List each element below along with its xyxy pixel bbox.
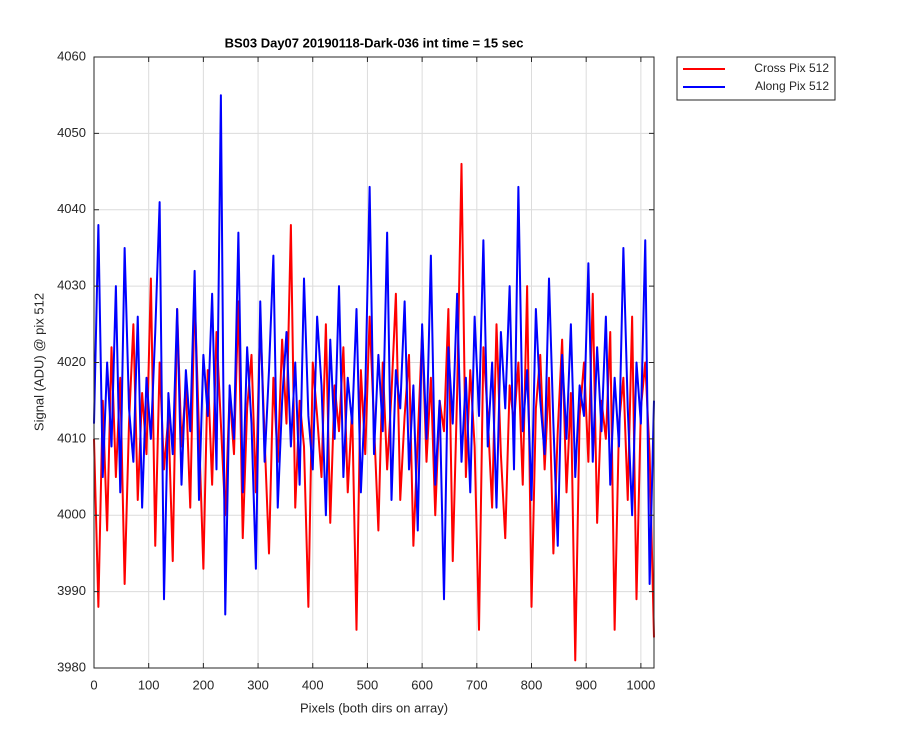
x-tick-label: 500 xyxy=(357,677,379,692)
y-tick-label: 3980 xyxy=(57,659,86,674)
series-line xyxy=(93,94,655,616)
x-tick-label: 900 xyxy=(575,677,597,692)
chart-title: BS03 Day07 20190118-Dark-036 int time = … xyxy=(225,35,524,50)
x-tick-label: 0 xyxy=(90,677,97,692)
x-tick-label: 800 xyxy=(521,677,543,692)
y-tick-label: 4040 xyxy=(57,201,86,216)
x-tick-label: 700 xyxy=(466,677,488,692)
x-tick-label: 400 xyxy=(302,677,324,692)
y-tick-label: 3990 xyxy=(57,583,86,598)
y-tick-label: 4000 xyxy=(57,507,86,522)
x-tick-label: 300 xyxy=(247,677,269,692)
y-tick-label: 4010 xyxy=(57,430,86,445)
x-tick-label: 100 xyxy=(138,677,160,692)
y-axis-label: Signal (ADU) @ pix 512 xyxy=(31,293,46,431)
legend-label: Along Pix 512 xyxy=(755,79,829,93)
x-tick-label: 200 xyxy=(193,677,215,692)
y-tick-label: 4030 xyxy=(57,278,86,293)
y-tick-label: 4050 xyxy=(57,125,86,140)
x-tick-label: 1000 xyxy=(626,677,655,692)
legend-label: Cross Pix 512 xyxy=(754,61,829,75)
legend-box xyxy=(676,56,836,101)
x-axis-label: Pixels (both dirs on array) xyxy=(300,700,448,715)
y-tick-label: 4060 xyxy=(57,48,86,63)
y-tick-label: 4020 xyxy=(57,354,86,369)
x-tick-label: 600 xyxy=(411,677,433,692)
